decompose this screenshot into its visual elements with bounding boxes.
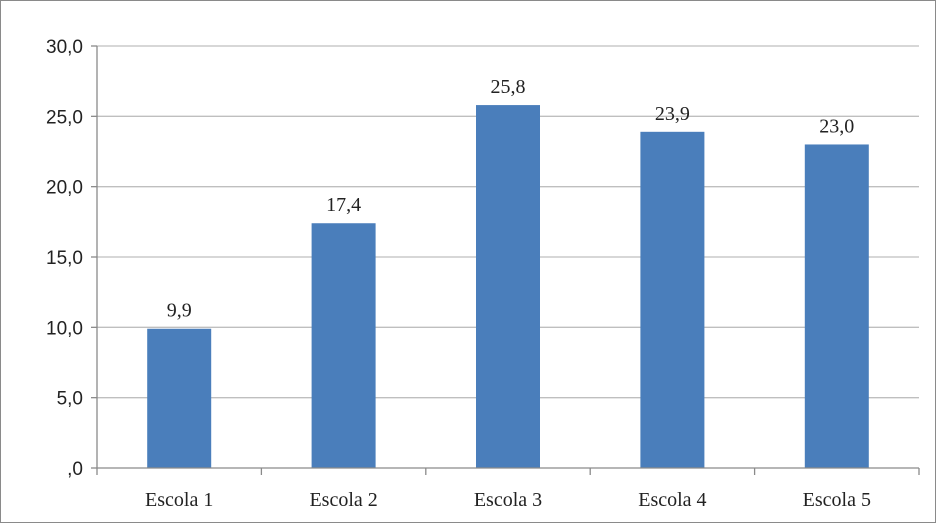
x-axis-category-labels: Escola 1 Escola 2 Escola 3 Escola 4 Escola 5 [145,489,871,511]
data-labels: 9,9 17,4 25,8 23,9 23,0 [167,76,855,322]
y-tick-label: 20,0 [46,178,83,199]
y-tick-label: 30,0 [46,37,83,58]
data-label: 9,9 [167,300,192,322]
y-axis-tick-labels: ,0 5,0 10,0 15,0 20,0 25,0 30,0 [46,37,98,480]
bar [804,144,869,468]
y-tick-label: 15,0 [46,248,83,269]
y-tick-label: 5,0 [57,389,83,410]
data-label: 17,4 [326,194,361,216]
bar [311,223,376,468]
x-category-label: Escola 2 [309,489,377,511]
bar [147,328,212,468]
data-label: 25,8 [491,76,526,98]
x-category-label: Escola 1 [145,489,213,511]
bar [640,131,705,468]
y-tick-label: 10,0 [46,318,83,339]
y-tick-label: 25,0 [46,107,83,128]
x-category-label: Escola 4 [638,489,706,511]
bars [147,105,869,468]
x-category-label: Escola 3 [474,489,542,511]
x-category-label: Escola 5 [803,489,871,511]
x-axis [96,467,920,475]
bar [476,105,540,468]
y-tick-label: ,0 [67,459,83,480]
data-label: 23,0 [819,115,854,137]
data-label: 23,9 [655,103,690,125]
